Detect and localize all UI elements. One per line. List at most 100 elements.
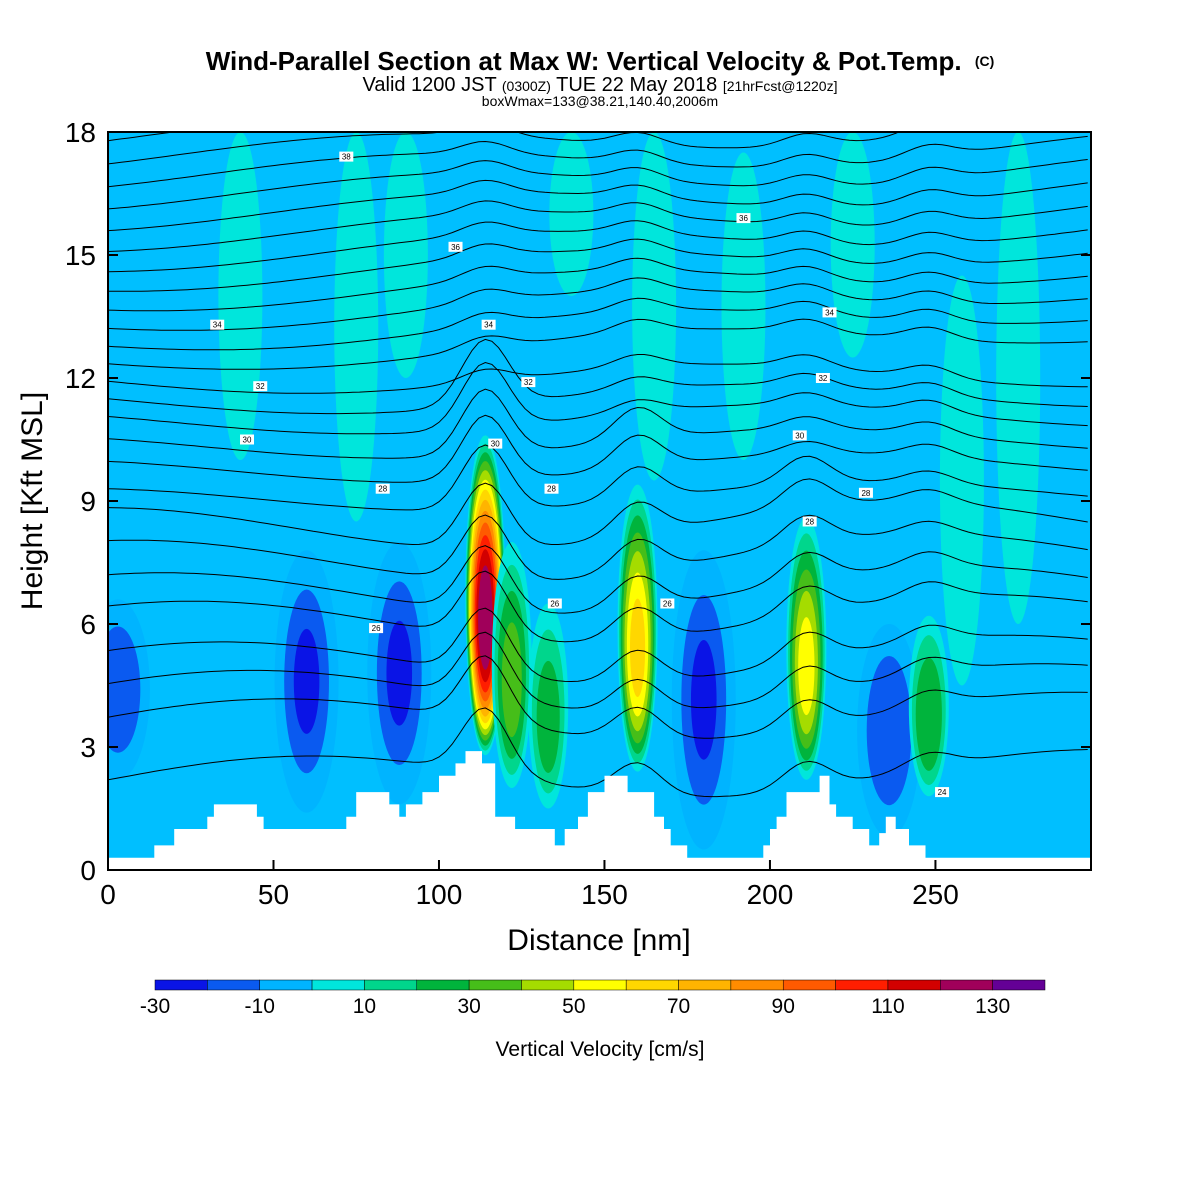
valid-time-line: Valid 1200 JST (0300Z) TUE 22 May 2018 [… [363,74,838,96]
theta-contour-32.5 [108,297,1088,351]
y-tick-label: 9 [80,486,96,517]
contour-label: 28 [544,483,559,494]
vertical-velocity-field [108,132,1041,850]
contour-label-text: 32 [818,374,827,383]
downdraft-level [293,628,320,734]
contour-label: 36 [736,213,751,224]
colorbar-swatch [573,979,627,991]
x-tick-label: 250 [912,879,959,910]
contour-label-bg [660,598,675,609]
colorbar: -30 -10 10 30 50 70 90 110 130 [140,979,1046,1018]
updraft-streak-3 [549,132,594,296]
downdraft-level [866,655,912,806]
theta-contour-34.5 [108,220,1088,273]
contour-label: 28 [858,487,873,498]
theta-contour-30 [108,388,1088,459]
updraft-level [798,617,815,716]
updraft-core-5 [491,542,532,788]
y-axis-label: Height [Kft MSL] [16,392,49,610]
contour-label: 36 [448,241,463,252]
contour-label: 32 [815,373,830,383]
y-tick-label: 6 [80,609,96,640]
colorbar-tick-label: -10 [245,995,275,1018]
colorbar-tick-label: 90 [772,995,795,1018]
colorbar-swatch [940,979,993,991]
updraft-core-3 [908,615,949,797]
contour-label-bg [240,434,255,445]
contour-label-text: 30 [243,436,252,445]
colorbar-swatch [259,979,313,991]
theta-contour-26 [108,570,1088,643]
forecast-info: [21hrFcst@1220z] [723,78,838,94]
colorbar-tick-label: 130 [975,995,1010,1018]
valid-date: TUE 22 May 2018 [556,74,717,96]
contour-label-bg [792,430,807,441]
contour-label-bg [815,373,830,383]
downdraft-core-0 [274,550,339,813]
contour-label: 30 [488,438,503,449]
updraft-streak-0 [218,132,263,460]
updraft-level [536,660,560,773]
valid-prefix: Valid 1200 JST [363,74,497,96]
y-tick-label: 15 [65,240,96,271]
updraft-level [478,565,493,670]
updraft-streak-8 [996,132,1041,624]
contour-label-text: 26 [550,600,559,609]
contour-label: 28 [375,483,390,494]
y-tick-label: 3 [80,732,96,763]
colorbar-swatch [835,979,889,991]
colorbar-swatch [521,979,575,991]
contour-label-text: 34 [213,321,222,330]
contour-label: 24 [935,787,950,798]
x-tick-label: 150 [581,879,628,910]
colorbar-tick-label: 50 [562,995,585,1018]
contour-label: 38 [339,151,354,162]
downdraft-core-4 [857,624,922,838]
theta-contours [108,132,1088,798]
theta-contour-33.5 [108,257,1088,312]
updraft-level [915,657,942,771]
box-wmax-info: boxWmax=133@38.21,140.40,2006m [482,93,718,109]
contour-label-text: 30 [795,431,804,440]
contour-label-text: 36 [451,243,460,252]
colorbar-tick-label: -30 [140,995,170,1018]
updraft-streak-2 [383,132,428,378]
contour-label-bg [544,483,559,494]
downdraft-level [690,639,717,760]
contour-label-text: 32 [524,378,533,387]
colorbar-tick-label: 110 [871,995,904,1018]
x-tick-label: 50 [258,879,289,910]
colorbar-swatch [416,979,470,991]
colorbar-swatch [782,979,836,991]
contour-label: 32 [521,377,536,388]
contour-label: 30 [240,434,255,445]
x-tick-label: 100 [416,879,463,910]
contour-label-bg [736,213,751,224]
theta-contour-36 [108,159,1088,210]
contour-label-bg [375,483,390,494]
updraft-streak-4 [632,132,677,481]
contour-label: 32 [253,381,268,392]
colorbar-label: Vertical Velocity [cm/s] [496,1038,705,1061]
contour-label-bg [547,598,562,609]
plot-area: 38 36 36 34 34 34 32 32 32 30 30 30 28 28 28 28 26 26 26 24 [108,132,1091,870]
contour-labels: 38 36 36 34 34 34 32 32 32 30 30 30 28 28 28 28 26 26 26 24 [210,151,950,798]
contour-label-bg [339,151,354,162]
copyright-mark: (C) [975,53,994,69]
theta-contour-37 [108,132,901,165]
updraft-streak-1 [334,132,379,522]
downdraft-level [386,620,413,726]
downdraft-level [108,626,141,753]
theta-contour-36.5 [108,135,1088,188]
theta-contour-28 [108,514,1088,580]
colorbar-swatch [887,979,941,991]
contour-label-bg [481,319,496,330]
contour-label-text: 28 [378,485,387,494]
updraft-core-1 [617,484,658,772]
contour-label-bg [488,438,503,449]
chart-title: Wind-Parallel Section at Max W: Vertical… [206,46,995,76]
chart-title-main: Wind-Parallel Section at Max W: Vertical… [206,46,962,76]
theta-contour-23 [108,655,1088,739]
contour-label: 26 [369,623,384,634]
